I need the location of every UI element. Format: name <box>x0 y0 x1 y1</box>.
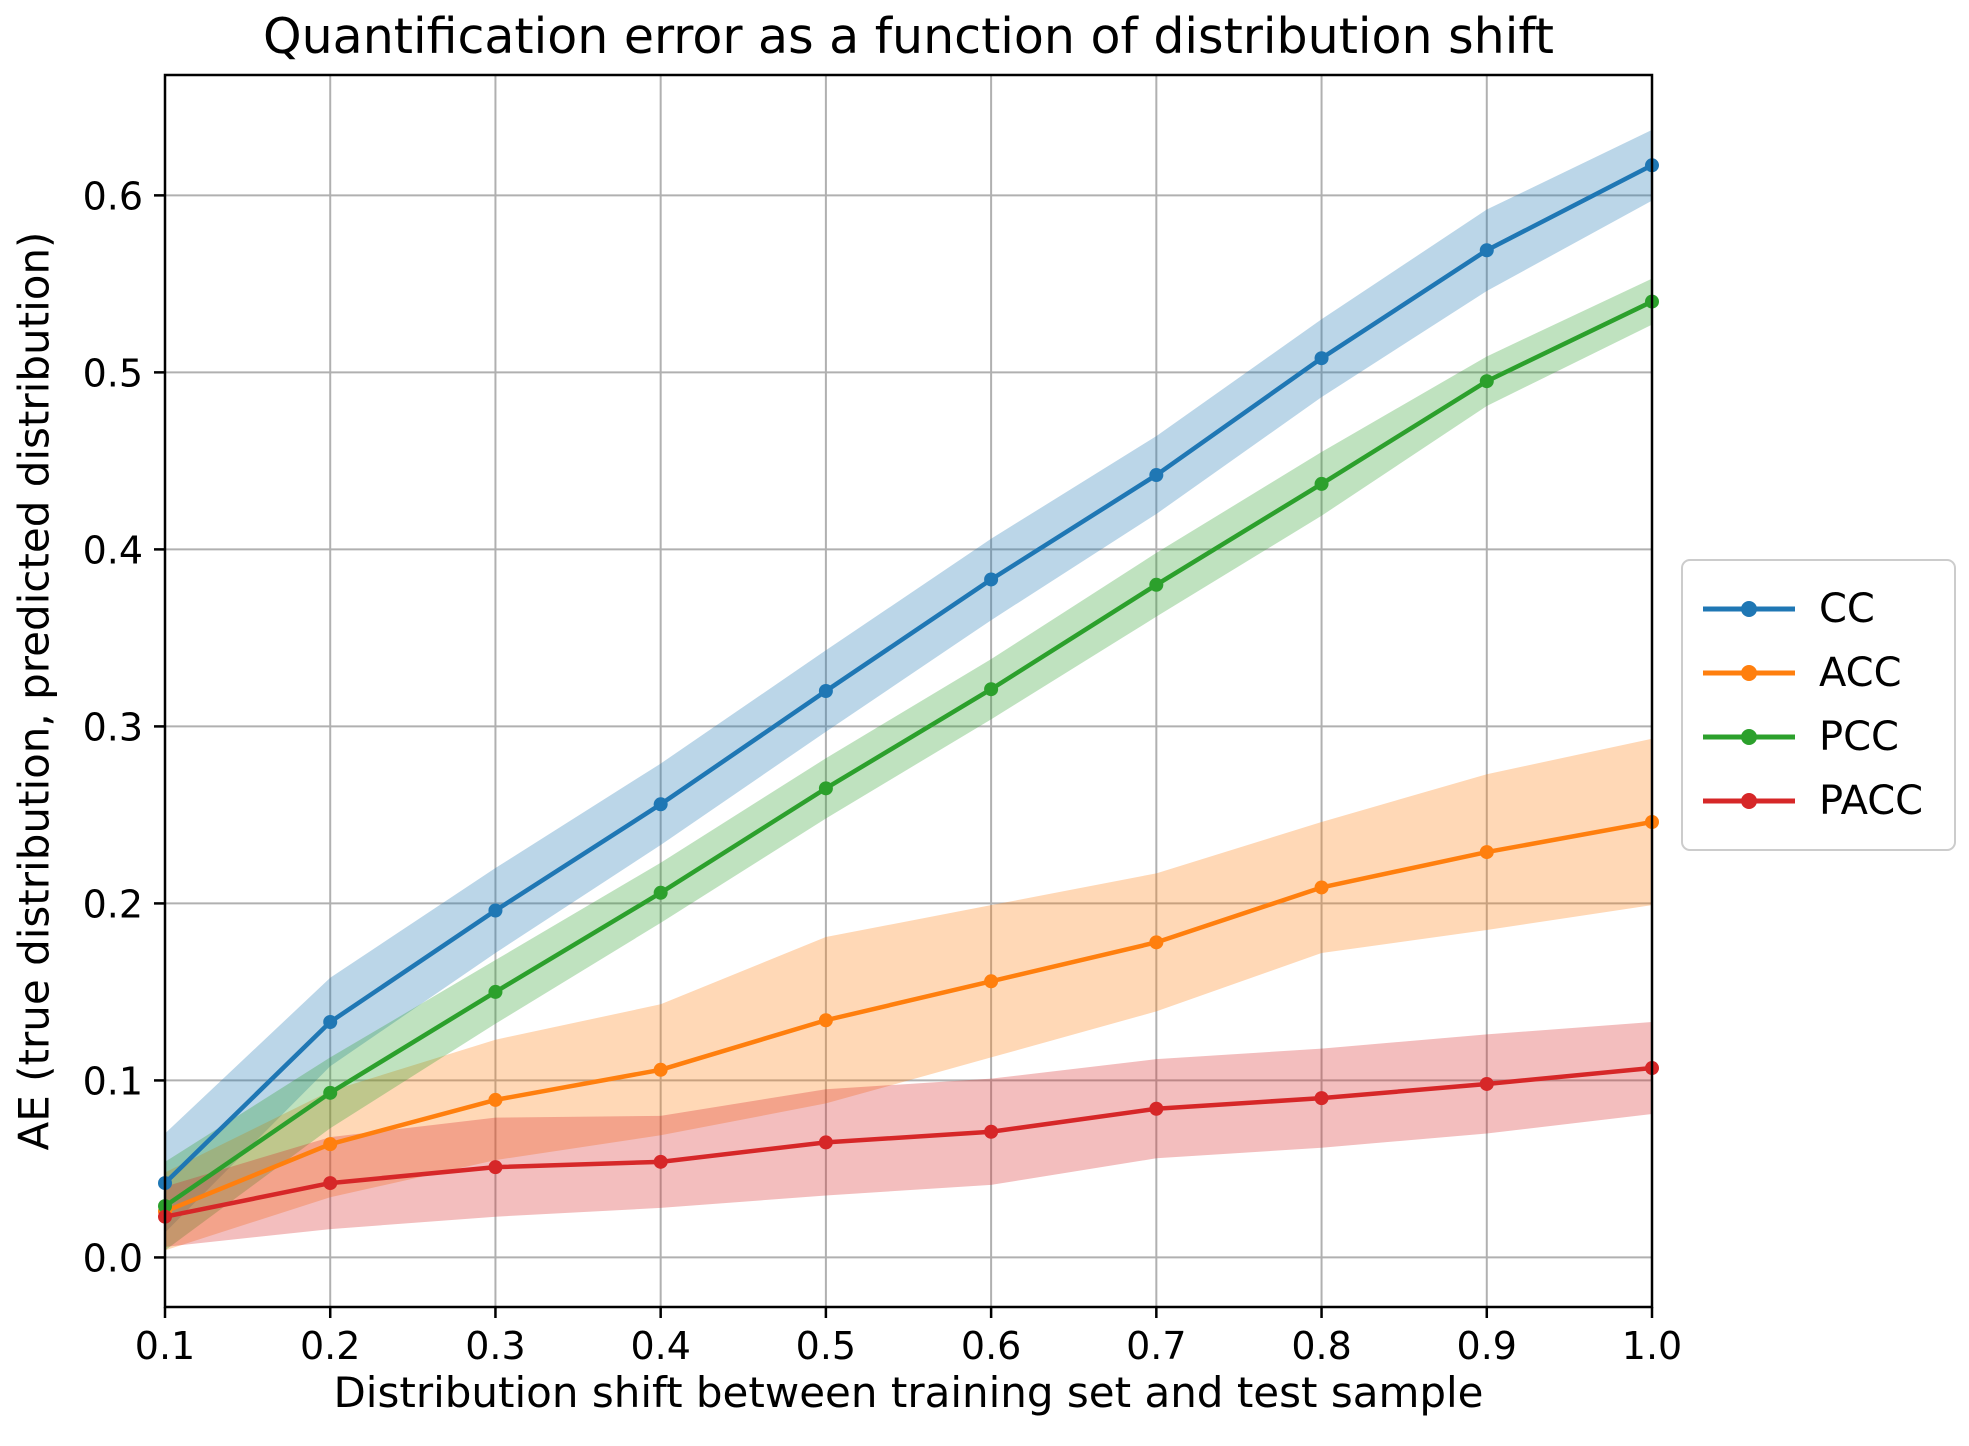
series-marker-ACC <box>1479 845 1494 860</box>
series-marker-PCC <box>323 1085 338 1100</box>
series-marker-PACC <box>1479 1076 1494 1091</box>
x-tick-label: 0.6 <box>961 1324 1021 1368</box>
x-tick-label: 0.4 <box>630 1324 690 1368</box>
legend-line-icon-CC <box>1703 601 1795 617</box>
legend-item-ACC: ACC <box>1699 641 1954 705</box>
legend-label: PACC <box>1819 778 1924 824</box>
series-line-PCC <box>162 299 1655 1209</box>
series-marker-CC <box>653 797 668 812</box>
series-marker-ACC <box>323 1137 338 1152</box>
series-marker-PACC <box>653 1154 668 1169</box>
legend-label: ACC <box>1819 650 1902 696</box>
series-line-CC <box>162 163 1655 1186</box>
series-marker-ACC <box>653 1062 668 1077</box>
series-marker-PACC <box>984 1124 999 1139</box>
confidence-band-PACC <box>165 1022 1652 1247</box>
x-tick-label: 0.1 <box>135 1324 195 1368</box>
legend-item-CC: CC <box>1699 577 1954 641</box>
confidence-band-CC <box>165 129 1652 1233</box>
series-marker-PACC <box>1149 1101 1164 1116</box>
legend-item-PCC: PCC <box>1699 705 1954 769</box>
x-tick-label: 0.7 <box>1126 1324 1186 1368</box>
x-tick-label: 0.9 <box>1457 1324 1517 1368</box>
legend-line-icon-PACC <box>1703 793 1795 809</box>
series-marker-CC <box>818 684 833 698</box>
series-marker-ACC <box>488 1092 503 1107</box>
y-tick-label: 0.6 <box>83 174 143 218</box>
series-marker-CC <box>1479 243 1494 258</box>
series-marker-PCC <box>1314 476 1329 491</box>
x-tick-label: 0.3 <box>465 1324 525 1368</box>
series-marker-ACC <box>984 974 999 989</box>
chart-title: Quantification error as a function of di… <box>263 8 1554 65</box>
y-tick-label: 0.2 <box>83 882 143 926</box>
series-marker-PACC <box>323 1176 338 1191</box>
legend-line-icon-PCC <box>1703 729 1795 745</box>
series-marker-PCC <box>653 885 668 900</box>
confidence-band-ACC <box>165 738 1652 1251</box>
legend-label: CC <box>1819 586 1875 632</box>
series-marker-PACC <box>1314 1091 1329 1106</box>
x-tick-label: 0.2 <box>300 1324 360 1368</box>
series-marker-CC <box>323 1015 338 1030</box>
x-tick-label: 0.5 <box>796 1324 856 1368</box>
series-marker-PCC <box>1479 374 1494 389</box>
series-line-PACC <box>162 1065 1655 1219</box>
series-marker-ACC <box>818 1013 833 1028</box>
x-axis-label: Distribution shift between training set … <box>333 1368 1484 1417</box>
series-marker-ACC <box>1314 880 1329 895</box>
legend: CC ACC PCC PACC <box>1681 559 1956 851</box>
y-tick-label: 0.3 <box>83 705 143 749</box>
x-tick-label: 0.8 <box>1291 1324 1351 1368</box>
series-marker-CC <box>488 903 503 918</box>
y-tick-label: 0.0 <box>83 1236 143 1280</box>
series-marker-CC <box>1314 351 1329 366</box>
series-marker-PACC <box>818 1135 833 1150</box>
series-marker-PACC <box>488 1160 503 1175</box>
series-marker-PCC <box>818 781 833 796</box>
series-marker-PCC <box>1149 577 1164 592</box>
series-marker-CC <box>1149 468 1164 483</box>
legend-label: PCC <box>1819 714 1899 760</box>
legend-item-PACC: PACC <box>1699 769 1954 833</box>
x-tick-label: 1.0 <box>1622 1324 1682 1368</box>
series-marker-ACC <box>1149 935 1164 950</box>
y-tick-label: 0.1 <box>83 1059 143 1103</box>
legend-line-icon-ACC <box>1703 665 1795 681</box>
y-tick-label: 0.5 <box>83 351 143 395</box>
series-line-ACC <box>162 819 1655 1214</box>
plot-border <box>163 73 1654 1309</box>
confidence-band-PCC <box>165 278 1652 1251</box>
y-tick-label: 0.4 <box>83 528 143 572</box>
series-marker-PCC <box>488 984 503 999</box>
series-marker-CC <box>984 572 999 587</box>
series-marker-PCC <box>984 682 999 697</box>
